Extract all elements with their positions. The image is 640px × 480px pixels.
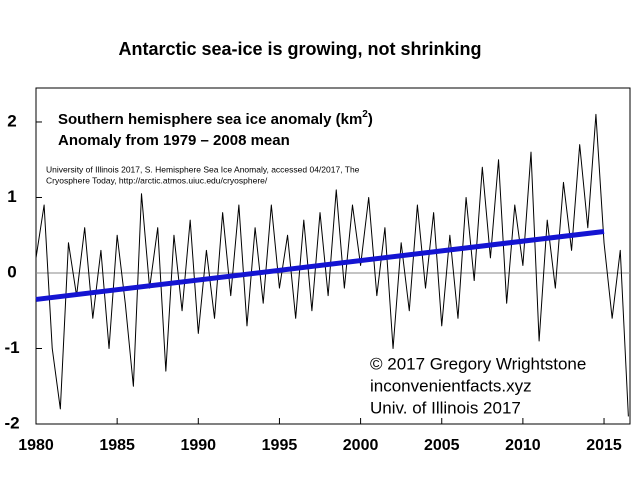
x-tick-label: 2015 bbox=[586, 437, 622, 454]
anomaly-line bbox=[35, 113, 629, 417]
trend-line bbox=[35, 228, 605, 302]
x-tick-label: 2005 bbox=[424, 437, 460, 454]
plot: -2 -1 0 1 2 1980 1985 1990 1995 2000 2005 2010 2015 bbox=[4, 87, 631, 454]
y-tick-label: 2 bbox=[7, 111, 16, 130]
subtitle: Southern hemisphere sea ice anomaly (km2… bbox=[58, 109, 373, 128]
x-tick-label: 2000 bbox=[343, 437, 379, 454]
x-tick-label: 1980 bbox=[18, 437, 54, 454]
subtitle: Anomaly from 1979 – 2008 mean bbox=[58, 132, 290, 149]
y-tick-label: 0 bbox=[7, 262, 16, 281]
x-tick-label: 1990 bbox=[180, 437, 216, 454]
y-tick-label: -2 bbox=[4, 413, 19, 432]
subtitle-sup: 2 bbox=[362, 109, 368, 120]
source: Cryosphere Today, http://arctic.atmos.ui… bbox=[46, 175, 268, 185]
x-tick-label: 2010 bbox=[505, 437, 541, 454]
subtitle-end: ) bbox=[368, 111, 373, 128]
subtitle-text: Southern hemisphere sea ice anomaly (km bbox=[58, 111, 362, 128]
y-tick-label: 1 bbox=[7, 187, 16, 206]
credit: inconvenientfacts.xyz bbox=[370, 376, 532, 395]
y-tick-label: -1 bbox=[4, 338, 19, 357]
x-tick-label: 1985 bbox=[99, 437, 135, 454]
chart-title: Antarctic sea-ice is growing, not shrink… bbox=[118, 39, 481, 59]
x-tick-label: 1995 bbox=[262, 437, 298, 454]
credit: © 2017 Gregory Wrightstone bbox=[370, 354, 586, 373]
credit: Univ. of Illinois 2017 bbox=[370, 398, 521, 417]
source: University of Illinois 2017, S. Hemisphe… bbox=[46, 164, 360, 174]
